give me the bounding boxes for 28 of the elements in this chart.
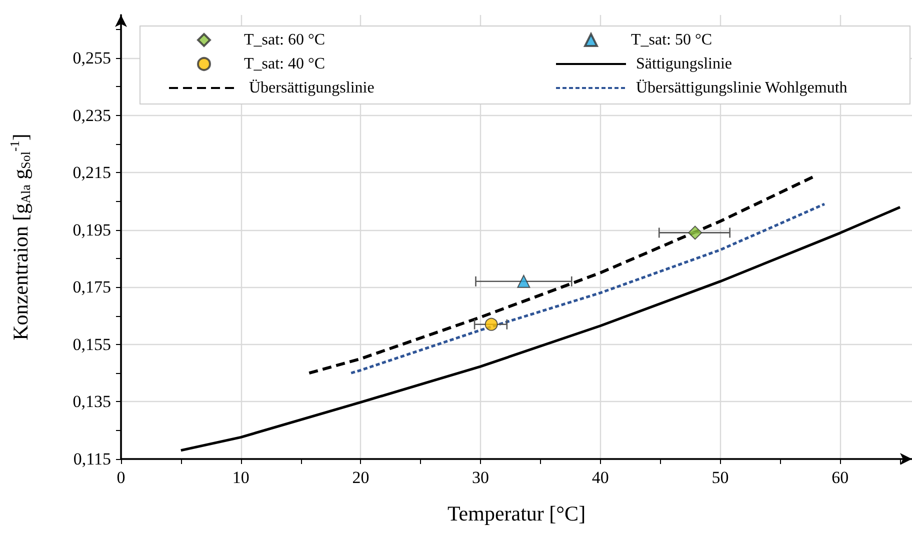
y-tick-label: 0,255 [72,48,111,68]
y-tick-label: 0,195 [72,220,111,240]
y-tick-label: 0,155 [72,334,111,354]
y-axis-title: Konzentraion [gAla gSol-1] [7,134,33,340]
legend-label: Sättigungslinie [636,56,732,72]
legend-label: Übersättigungslinie [249,80,374,96]
line-series [350,202,826,374]
y-tick-label: 0,175 [72,278,111,297]
x-tick-label: 40 [592,468,609,487]
line-series [180,206,902,452]
legend-label: T_sat: 60 °C [244,32,326,48]
y-tick-label: 0,215 [72,163,111,182]
y-tick-label: 0,135 [72,392,111,412]
point [688,226,702,240]
y-tick-label: 0,235 [72,106,111,125]
legend-label: T_sat: 50 °C [631,32,712,48]
x-tick-label: 0 [116,468,126,487]
legend-label: T_sat: 40 °C [244,56,326,72]
x-tick-label: 30 [472,468,490,487]
point [484,318,498,331]
x-tick-label: 50 [712,468,729,487]
x-tick-label: 10 [232,468,250,487]
point [517,274,530,288]
x-tick-label: 20 [352,468,370,487]
x-tick-label: 60 [832,468,849,487]
x-axis-title: Temperatur [°C] [447,502,586,526]
y-tick-label: 0,115 [73,450,111,468]
legend-label: Übersättigungslinie Wohlgemuth [636,80,848,96]
